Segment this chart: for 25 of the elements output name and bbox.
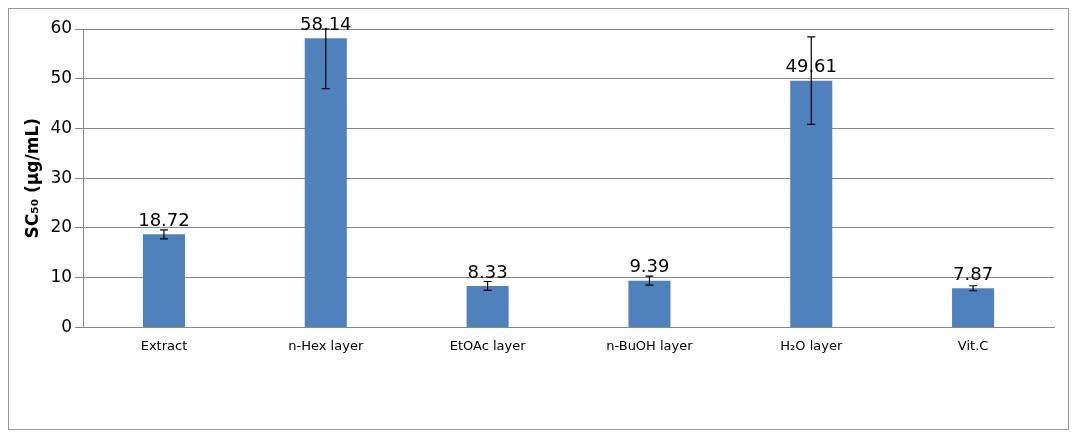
data-label: 7.87 (953, 262, 994, 284)
data-label: 58.14 (300, 12, 352, 34)
bar (142, 234, 185, 327)
y-tick-label: 10 (50, 266, 73, 287)
x-tick-label: H₂O layer (780, 337, 843, 353)
x-tick-label: Vit.C (957, 337, 989, 353)
data-label: 8.33 (467, 260, 508, 282)
y-axis-title: SC₅₀ (μg/mL) (21, 117, 42, 239)
bar (304, 38, 347, 327)
data-label: 9.39 (629, 255, 670, 277)
x-tick-label: n-BuOH layer (606, 337, 694, 353)
x-tick-label: EtOAc layer (449, 337, 527, 353)
bar (628, 280, 671, 327)
bar (952, 288, 995, 327)
y-tick-label: 30 (50, 166, 73, 187)
y-tick-label: 20 (50, 216, 73, 237)
bar (466, 285, 509, 327)
x-tick-label: Extract (140, 337, 188, 353)
y-tick-label: 60 (50, 17, 73, 38)
bar (790, 80, 833, 327)
y-tick-label: 40 (50, 116, 73, 137)
x-tick-label: n-Hex layer (288, 337, 364, 353)
data-label: 18.72 (138, 208, 190, 230)
y-tick-label: 50 (50, 67, 73, 88)
y-tick-label: 0 (61, 315, 73, 336)
